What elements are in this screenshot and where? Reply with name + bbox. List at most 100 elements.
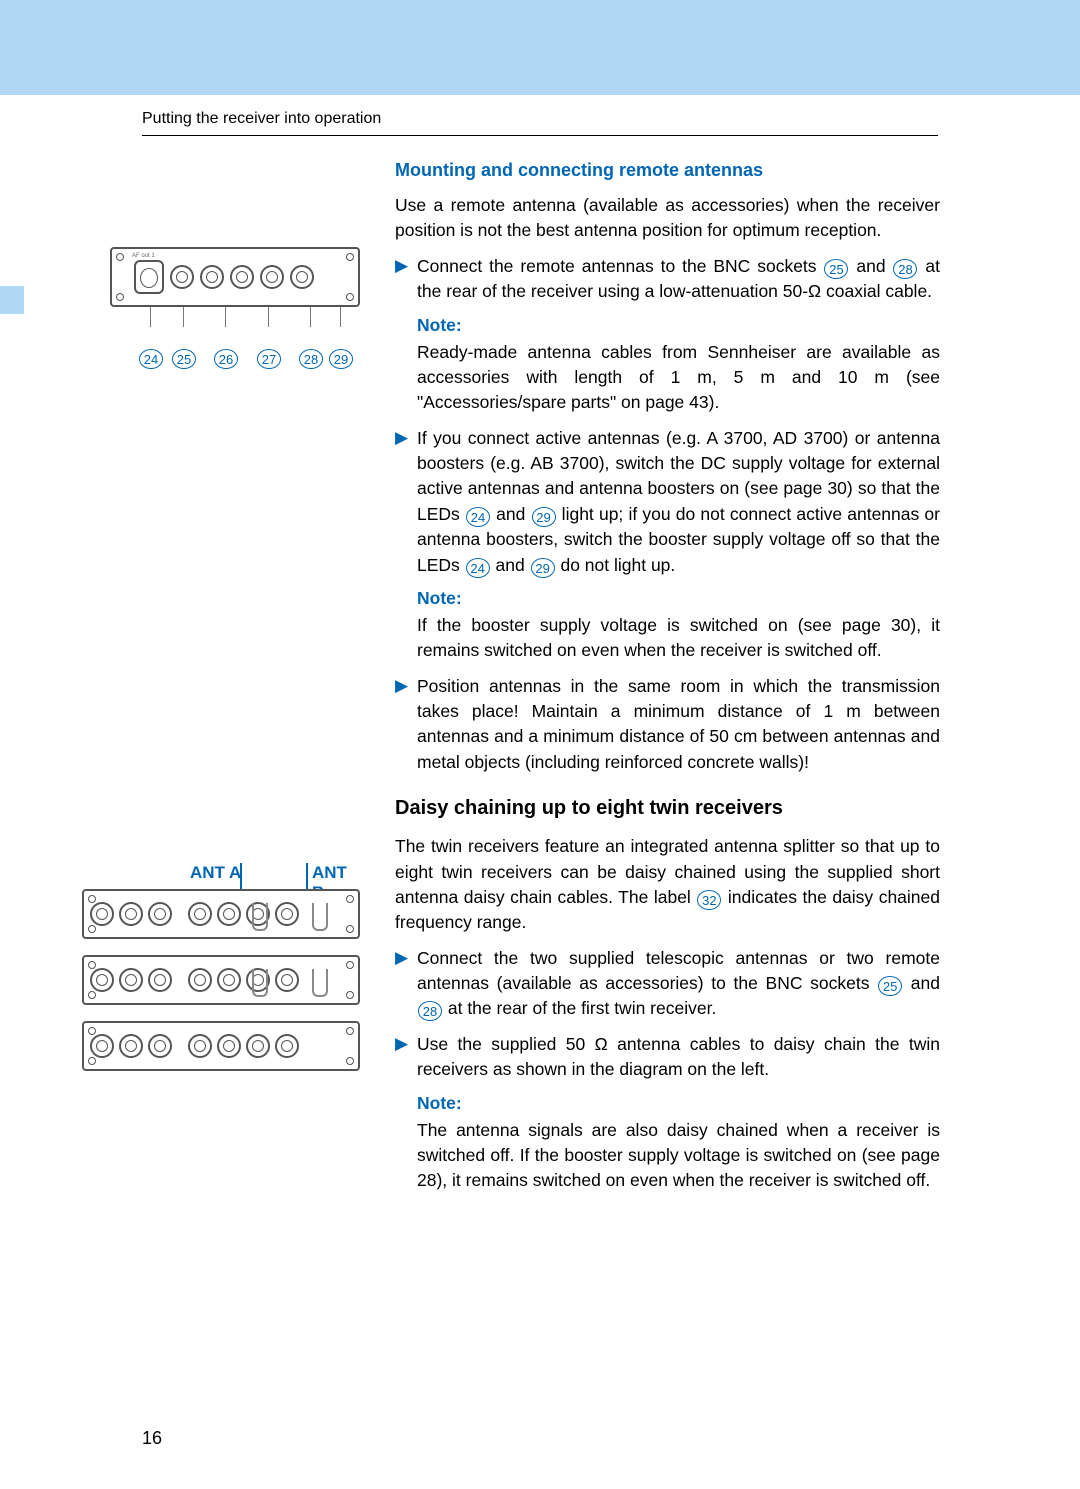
bnc-socket-icon xyxy=(148,1034,172,1058)
bnc-socket-icon xyxy=(188,1034,212,1058)
note-label: Note: xyxy=(417,1093,940,1114)
callout-ref: 26 xyxy=(214,349,238,369)
bnc-socket-icon xyxy=(275,968,299,992)
text-fragment: do not light up. xyxy=(556,555,676,575)
bullet-arrow-icon: ▶ xyxy=(395,674,417,776)
screw-icon xyxy=(88,895,96,903)
callout-row: 24 25 26 27 28 29 xyxy=(110,349,360,375)
bnc-socket-icon xyxy=(217,902,241,926)
bullet-use-cables: ▶ Use the supplied 50 Ω antenna cables t… xyxy=(395,1032,940,1083)
leader-lines xyxy=(110,307,360,349)
bnc-socket-icon xyxy=(188,968,212,992)
screw-icon xyxy=(346,1027,354,1035)
bullet-position: ▶ Position antennas in the same room in … xyxy=(395,674,940,776)
ref-circle: 29 xyxy=(532,507,556,527)
screw-icon xyxy=(88,991,96,999)
screw-icon xyxy=(346,253,354,261)
chain-cable-icon xyxy=(252,903,268,931)
screw-icon xyxy=(346,895,354,903)
screw-icon xyxy=(88,961,96,969)
note-label: Note: xyxy=(417,588,940,609)
screw-icon xyxy=(88,925,96,933)
bnc-socket-icon xyxy=(90,1034,114,1058)
intro-paragraph: The twin receivers feature an integrated… xyxy=(395,834,940,936)
bnc-socket-icon xyxy=(188,902,212,926)
screw-icon xyxy=(346,961,354,969)
bullet-active-antennas: ▶ If you connect active antennas (e.g. A… xyxy=(395,426,940,578)
subheading-mounting: Mounting and connecting remote antennas xyxy=(395,160,940,181)
bnc-socket-icon xyxy=(230,265,254,289)
bullet-arrow-icon: ▶ xyxy=(395,1032,417,1083)
bnc-socket-icon xyxy=(119,1034,143,1058)
note-label: Note: xyxy=(417,315,940,336)
bullet-connect-remote: ▶ Connect the remote antennas to the BNC… xyxy=(395,254,940,305)
text-fragment: and xyxy=(849,256,892,276)
text-fragment: and xyxy=(903,973,940,993)
chain-cable-icon xyxy=(312,969,328,997)
section-daisy-chaining: Daisy chaining up to eight twin receiver… xyxy=(395,797,940,820)
bnc-socket-icon xyxy=(90,902,114,926)
screw-icon xyxy=(116,253,124,261)
callout-ref: 29 xyxy=(329,349,353,369)
ref-circle: 32 xyxy=(697,890,721,910)
side-tab xyxy=(0,286,24,314)
tiny-label: AF out 1 xyxy=(132,253,155,259)
chain-cable-icon xyxy=(312,903,328,931)
main-content: Mounting and connecting remote antennas … xyxy=(395,160,940,1204)
page-number: 16 xyxy=(142,1428,162,1449)
chain-cable-icon xyxy=(252,969,268,997)
bullet-arrow-icon: ▶ xyxy=(395,946,417,1022)
ref-circle: 28 xyxy=(893,259,917,279)
bullet-text: Use the supplied 50 Ω antenna cables to … xyxy=(417,1032,940,1083)
ref-circle: 24 xyxy=(466,558,490,578)
bnc-socket-icon xyxy=(119,968,143,992)
xlr-socket-icon xyxy=(134,260,164,294)
bnc-socket-icon xyxy=(217,1034,241,1058)
bullet-arrow-icon: ▶ xyxy=(395,426,417,578)
text-fragment: Connect the remote antennas to the BNC s… xyxy=(417,256,823,276)
bnc-socket-icon xyxy=(275,902,299,926)
bullet-arrow-icon: ▶ xyxy=(395,254,417,305)
callout-ref: 25 xyxy=(172,349,196,369)
bnc-socket-icon xyxy=(200,265,224,289)
breadcrumb: Putting the receiver into operation xyxy=(142,110,381,128)
header-band xyxy=(0,0,1080,95)
ref-circle: 28 xyxy=(418,1001,442,1021)
bnc-socket-icon xyxy=(148,968,172,992)
bnc-socket-icon xyxy=(148,902,172,926)
screw-icon xyxy=(346,1057,354,1065)
breadcrumb-rule xyxy=(142,135,938,136)
text-fragment: Connect the two supplied telescopic ante… xyxy=(417,948,940,993)
bullet-text: Position antennas in the same room in wh… xyxy=(417,674,940,776)
bnc-socket-icon xyxy=(119,902,143,926)
ref-circle: 29 xyxy=(531,558,555,578)
note-text: The antenna signals are also daisy chain… xyxy=(417,1118,940,1194)
text-fragment: and xyxy=(491,504,531,524)
bnc-socket-icon xyxy=(275,1034,299,1058)
bnc-socket-icon xyxy=(246,1034,270,1058)
ref-circle: 25 xyxy=(878,976,902,996)
antenna-labels: ANT A ANT B xyxy=(82,863,360,889)
screw-icon xyxy=(346,991,354,999)
intro-paragraph: Use a remote antenna (available as acces… xyxy=(395,193,940,244)
screw-icon xyxy=(116,293,124,301)
ref-circle: 25 xyxy=(824,259,848,279)
rear-panel: AF out 1 xyxy=(110,247,360,307)
bullet-text: Connect the two supplied telescopic ante… xyxy=(417,946,940,1022)
screw-icon xyxy=(346,293,354,301)
ant-a-label: ANT A xyxy=(190,863,241,883)
bnc-socket-icon xyxy=(90,968,114,992)
figure-daisy-chain: ANT A ANT B xyxy=(82,863,360,1087)
bnc-socket-icon xyxy=(170,265,194,289)
bnc-socket-icon xyxy=(217,968,241,992)
text-fragment: at the rear of the first twin receiver. xyxy=(443,998,716,1018)
text-fragment: and xyxy=(491,555,530,575)
callout-ref: 27 xyxy=(257,349,281,369)
screw-icon xyxy=(88,1027,96,1035)
bullet-text: Connect the remote antennas to the BNC s… xyxy=(417,254,940,305)
screw-icon xyxy=(88,1057,96,1065)
note-text: Ready-made antenna cables from Sennheise… xyxy=(417,340,940,416)
receiver-unit xyxy=(82,1021,360,1071)
ref-circle: 24 xyxy=(466,507,490,527)
callout-ref: 28 xyxy=(299,349,323,369)
